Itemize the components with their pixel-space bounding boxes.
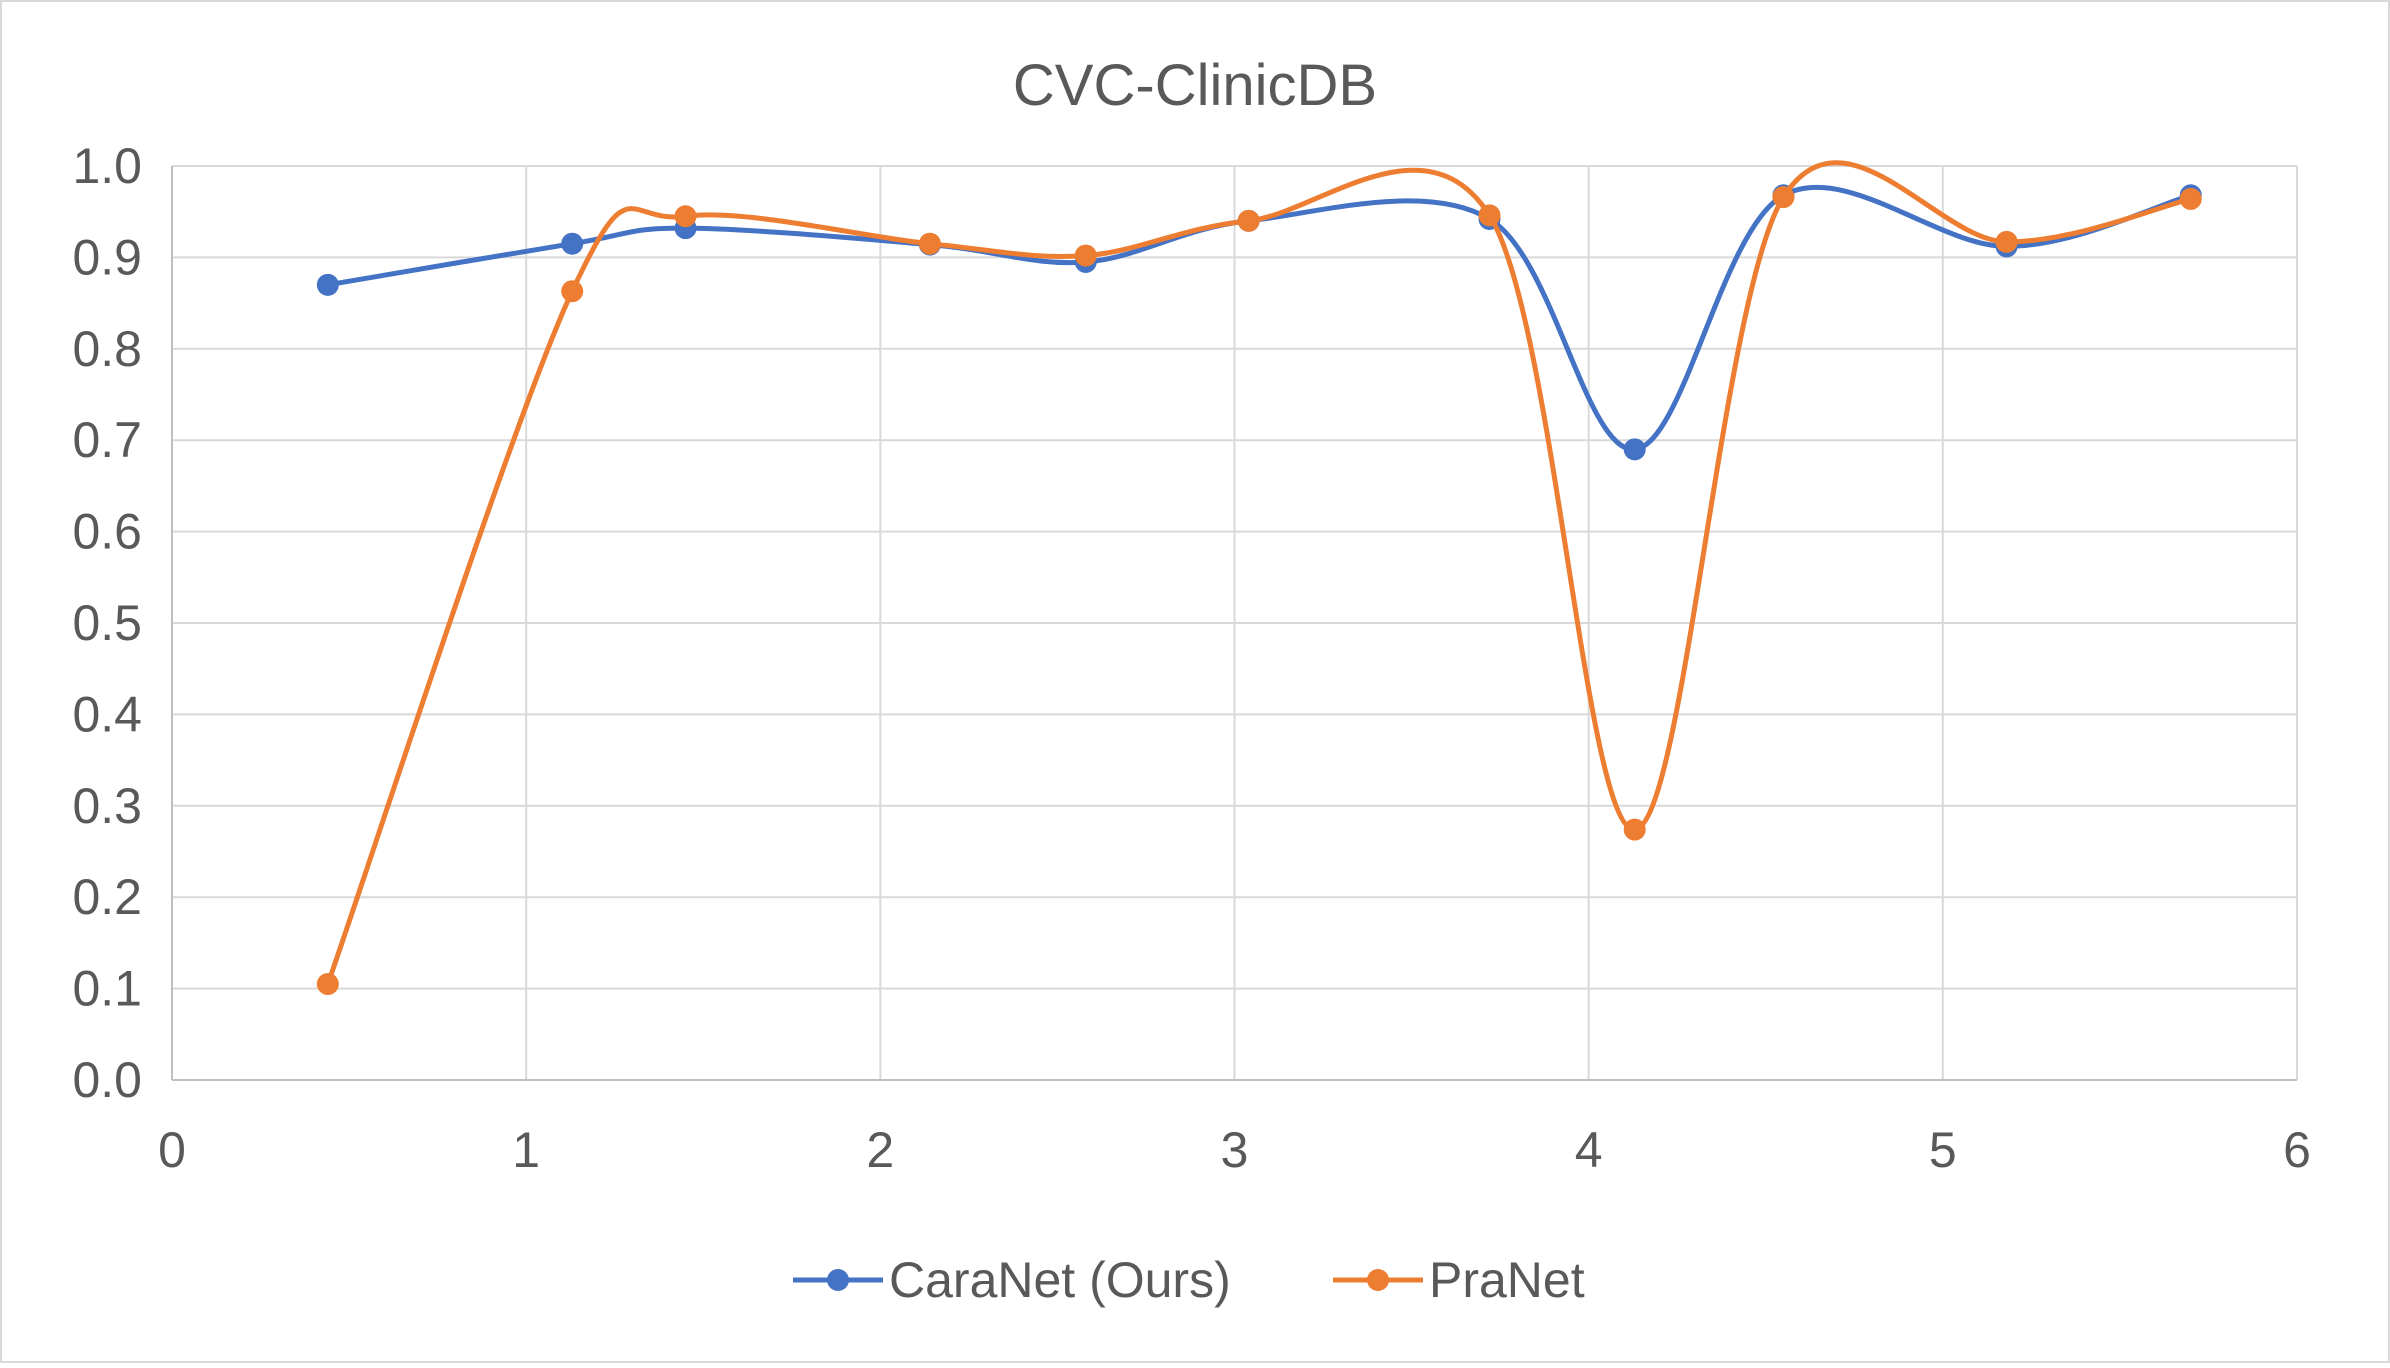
legend-marker-pranet bbox=[1367, 1269, 1389, 1291]
data-point-pranet bbox=[1772, 186, 1795, 209]
y-tick-label: 0.7 bbox=[72, 412, 142, 468]
series-line-caranet-ours bbox=[325, 184, 2194, 452]
data-point-pranet bbox=[2179, 187, 2202, 210]
x-tick-label: 6 bbox=[2283, 1122, 2311, 1178]
data-point-pranet bbox=[1478, 204, 1501, 227]
y-tick-label: 0.2 bbox=[72, 869, 142, 925]
data-point-caranet-ours bbox=[561, 232, 584, 255]
x-tick-label: 1 bbox=[512, 1122, 540, 1178]
chart-title: CVC-ClinicDB bbox=[1013, 53, 1377, 118]
data-point-pranet bbox=[1623, 818, 1646, 841]
data-point-pranet bbox=[918, 232, 941, 255]
y-tick-label: 0.4 bbox=[72, 686, 142, 742]
y-tick-label: 0.6 bbox=[72, 504, 142, 560]
legend-item-pranet: PraNet bbox=[1333, 1252, 1585, 1308]
y-tick-label: 0.8 bbox=[72, 321, 142, 377]
data-point-pranet bbox=[1237, 209, 1260, 232]
x-tick-label: 0 bbox=[158, 1122, 186, 1178]
data-point-pranet bbox=[1074, 244, 1097, 267]
y-tick-label: 0.5 bbox=[72, 595, 142, 651]
y-tick-label: 0.3 bbox=[72, 778, 142, 834]
axes: 0.0 0.1 0.2 0.3 0.4 0.5 0.6 0.7 0.8 0.9 1.0 0 1 2 3 4 5 6 bbox=[72, 138, 2310, 1178]
data-point-caranet-ours bbox=[316, 273, 339, 296]
legend-label-caranet-ours: CaraNet (Ours) bbox=[889, 1252, 1231, 1308]
y-tick-label: 0.0 bbox=[72, 1052, 142, 1108]
legend-label-pranet: PraNet bbox=[1429, 1252, 1585, 1308]
data-point-pranet bbox=[674, 205, 697, 228]
y-tick-label: 0.1 bbox=[72, 961, 142, 1017]
grid bbox=[172, 165, 2298, 1080]
legend-marker-caranet-ours bbox=[827, 1269, 849, 1291]
x-tick-label: 4 bbox=[1575, 1122, 1603, 1178]
x-tick-label: 2 bbox=[866, 1122, 894, 1178]
x-tick-label: 3 bbox=[1221, 1122, 1249, 1178]
y-tick-label: 1.0 bbox=[72, 138, 142, 194]
data-point-pranet bbox=[316, 973, 339, 996]
data-point-caranet-ours bbox=[1623, 438, 1646, 461]
legend: CaraNet (Ours) PraNet bbox=[793, 1252, 1585, 1308]
y-tick-label: 0.9 bbox=[72, 229, 142, 285]
data-point-pranet bbox=[1995, 230, 2018, 253]
data-point-pranet bbox=[561, 280, 584, 303]
legend-item-caranet-ours: CaraNet (Ours) bbox=[793, 1252, 1231, 1308]
series bbox=[316, 160, 2202, 996]
x-tick-label: 5 bbox=[1929, 1122, 1957, 1178]
